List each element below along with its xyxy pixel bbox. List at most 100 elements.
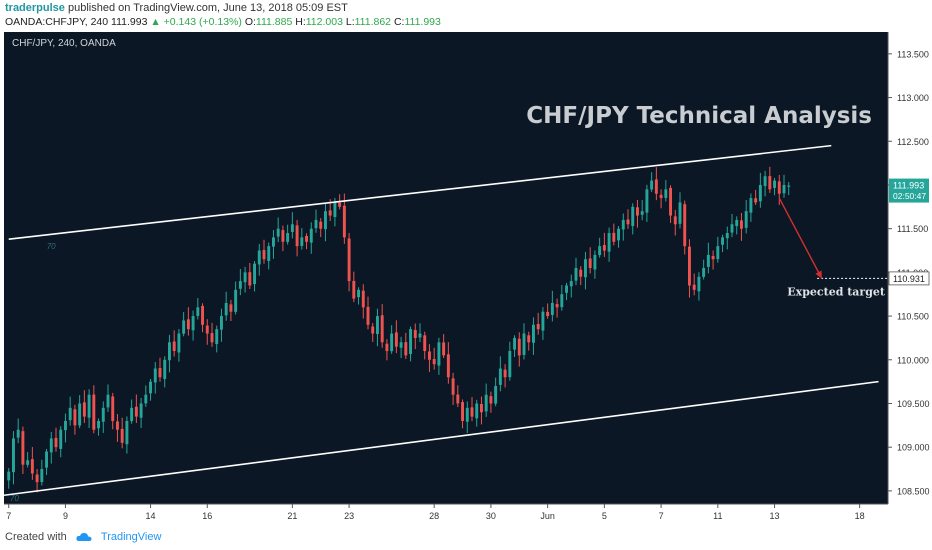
candle-body xyxy=(555,304,559,308)
candle-body xyxy=(271,237,275,247)
candle-body xyxy=(409,329,413,354)
candle-body xyxy=(97,420,101,429)
candle-body xyxy=(120,428,124,443)
candle-body xyxy=(678,202,682,224)
candle-body xyxy=(413,329,417,338)
candle-body xyxy=(754,198,758,203)
target-price-label: 110.931 xyxy=(893,274,925,284)
candle-body xyxy=(257,250,261,265)
candle-body xyxy=(45,451,49,468)
candle-body xyxy=(773,180,777,188)
candle-body xyxy=(234,289,238,312)
channel-lower-line xyxy=(4,380,879,497)
candle-body xyxy=(706,254,710,267)
candle-body xyxy=(139,403,143,418)
candle-body xyxy=(7,471,11,481)
candle-body xyxy=(101,407,105,422)
candle-body xyxy=(607,233,611,252)
candle-body xyxy=(442,342,446,356)
candle-body xyxy=(687,246,691,286)
candle-body xyxy=(35,474,39,483)
y-tick-label: 110.500 xyxy=(897,312,929,322)
candle-body xyxy=(49,438,53,453)
candle-body xyxy=(177,333,181,353)
candle-body xyxy=(59,429,63,449)
x-tick-label: 14 xyxy=(146,511,156,521)
forecast-arrow-line xyxy=(778,197,823,279)
tradingview-brand[interactable]: TradingView xyxy=(100,531,162,543)
candle-body xyxy=(309,228,313,243)
candle-body xyxy=(536,324,540,330)
high-value: 112.003 xyxy=(305,16,343,28)
candle-body xyxy=(333,202,337,217)
candle-body xyxy=(664,189,668,198)
x-tick-label: 28 xyxy=(429,511,439,521)
candle-body xyxy=(361,290,365,308)
candle-body xyxy=(669,187,673,216)
candle-body xyxy=(513,337,517,350)
candle-body xyxy=(352,280,356,299)
candle-body xyxy=(78,403,82,426)
candle-body xyxy=(73,409,77,426)
candle-body xyxy=(697,276,701,292)
candle-body xyxy=(725,233,729,239)
candle-body xyxy=(399,342,403,348)
candle-body xyxy=(541,311,545,331)
y-tick-label: 109.500 xyxy=(897,399,930,409)
close-label: C: xyxy=(393,16,405,28)
candle-body xyxy=(191,316,195,331)
x-tick-label: Jun xyxy=(540,511,555,521)
candle-body xyxy=(432,358,436,365)
candle-body xyxy=(640,211,644,215)
x-tick-label: 7 xyxy=(659,511,664,521)
candle-body xyxy=(593,254,597,270)
candle-body xyxy=(26,460,30,465)
candle-body xyxy=(777,181,781,194)
candle-body xyxy=(565,285,569,293)
candle-body xyxy=(735,219,739,227)
candle-body xyxy=(305,235,309,242)
candle-body xyxy=(106,394,110,408)
candle-body xyxy=(484,394,488,412)
candle-body xyxy=(16,429,20,438)
chart-title: CHF/JPY Technical Analysis xyxy=(526,103,872,129)
candle-body xyxy=(87,394,91,418)
candle-body xyxy=(30,459,34,474)
candle-body xyxy=(338,202,342,207)
candle-body xyxy=(659,194,663,199)
y-tick-label: 112.500 xyxy=(897,137,929,147)
candle-body xyxy=(40,469,44,482)
candle-body xyxy=(149,381,153,394)
candle-body xyxy=(111,396,115,421)
pane-label: CHF/JPY, 240, OANDA xyxy=(12,38,116,49)
x-tick-label: 18 xyxy=(855,511,865,521)
chart-container[interactable]: CHF/JPY, 240, OANDA 113.500 113.000 112.500… xyxy=(4,32,930,524)
last-price-tag xyxy=(889,178,929,203)
candle-body xyxy=(531,324,535,343)
candle-body xyxy=(583,259,587,278)
candle-body xyxy=(498,368,502,385)
up-arrow-icon: ▲ xyxy=(150,16,161,28)
x-tick-label: 13 xyxy=(770,511,780,521)
candle-body xyxy=(673,216,677,225)
author-name[interactable]: traderpulse xyxy=(5,2,65,14)
candle-body xyxy=(182,320,186,334)
candle-body xyxy=(323,211,327,230)
candle-body xyxy=(739,220,743,229)
candle-body xyxy=(201,305,205,325)
candle-body xyxy=(11,438,15,473)
candle-body xyxy=(224,302,228,316)
candle-body xyxy=(125,420,129,445)
candle-body xyxy=(238,281,242,289)
candle-body xyxy=(342,205,346,238)
candle-body xyxy=(768,176,772,190)
candle-body xyxy=(423,335,427,352)
candle-body xyxy=(461,402,465,421)
y-tick-label: 108.500 xyxy=(897,486,930,496)
channel-upper-line xyxy=(8,144,832,240)
candle-body xyxy=(522,333,526,355)
candle-body xyxy=(276,228,280,237)
candle-body xyxy=(153,368,157,383)
candle-body xyxy=(721,237,725,245)
price-chart[interactable]: CHF/JPY, 240, OANDA 113.500 113.000 112.500… xyxy=(4,32,930,524)
